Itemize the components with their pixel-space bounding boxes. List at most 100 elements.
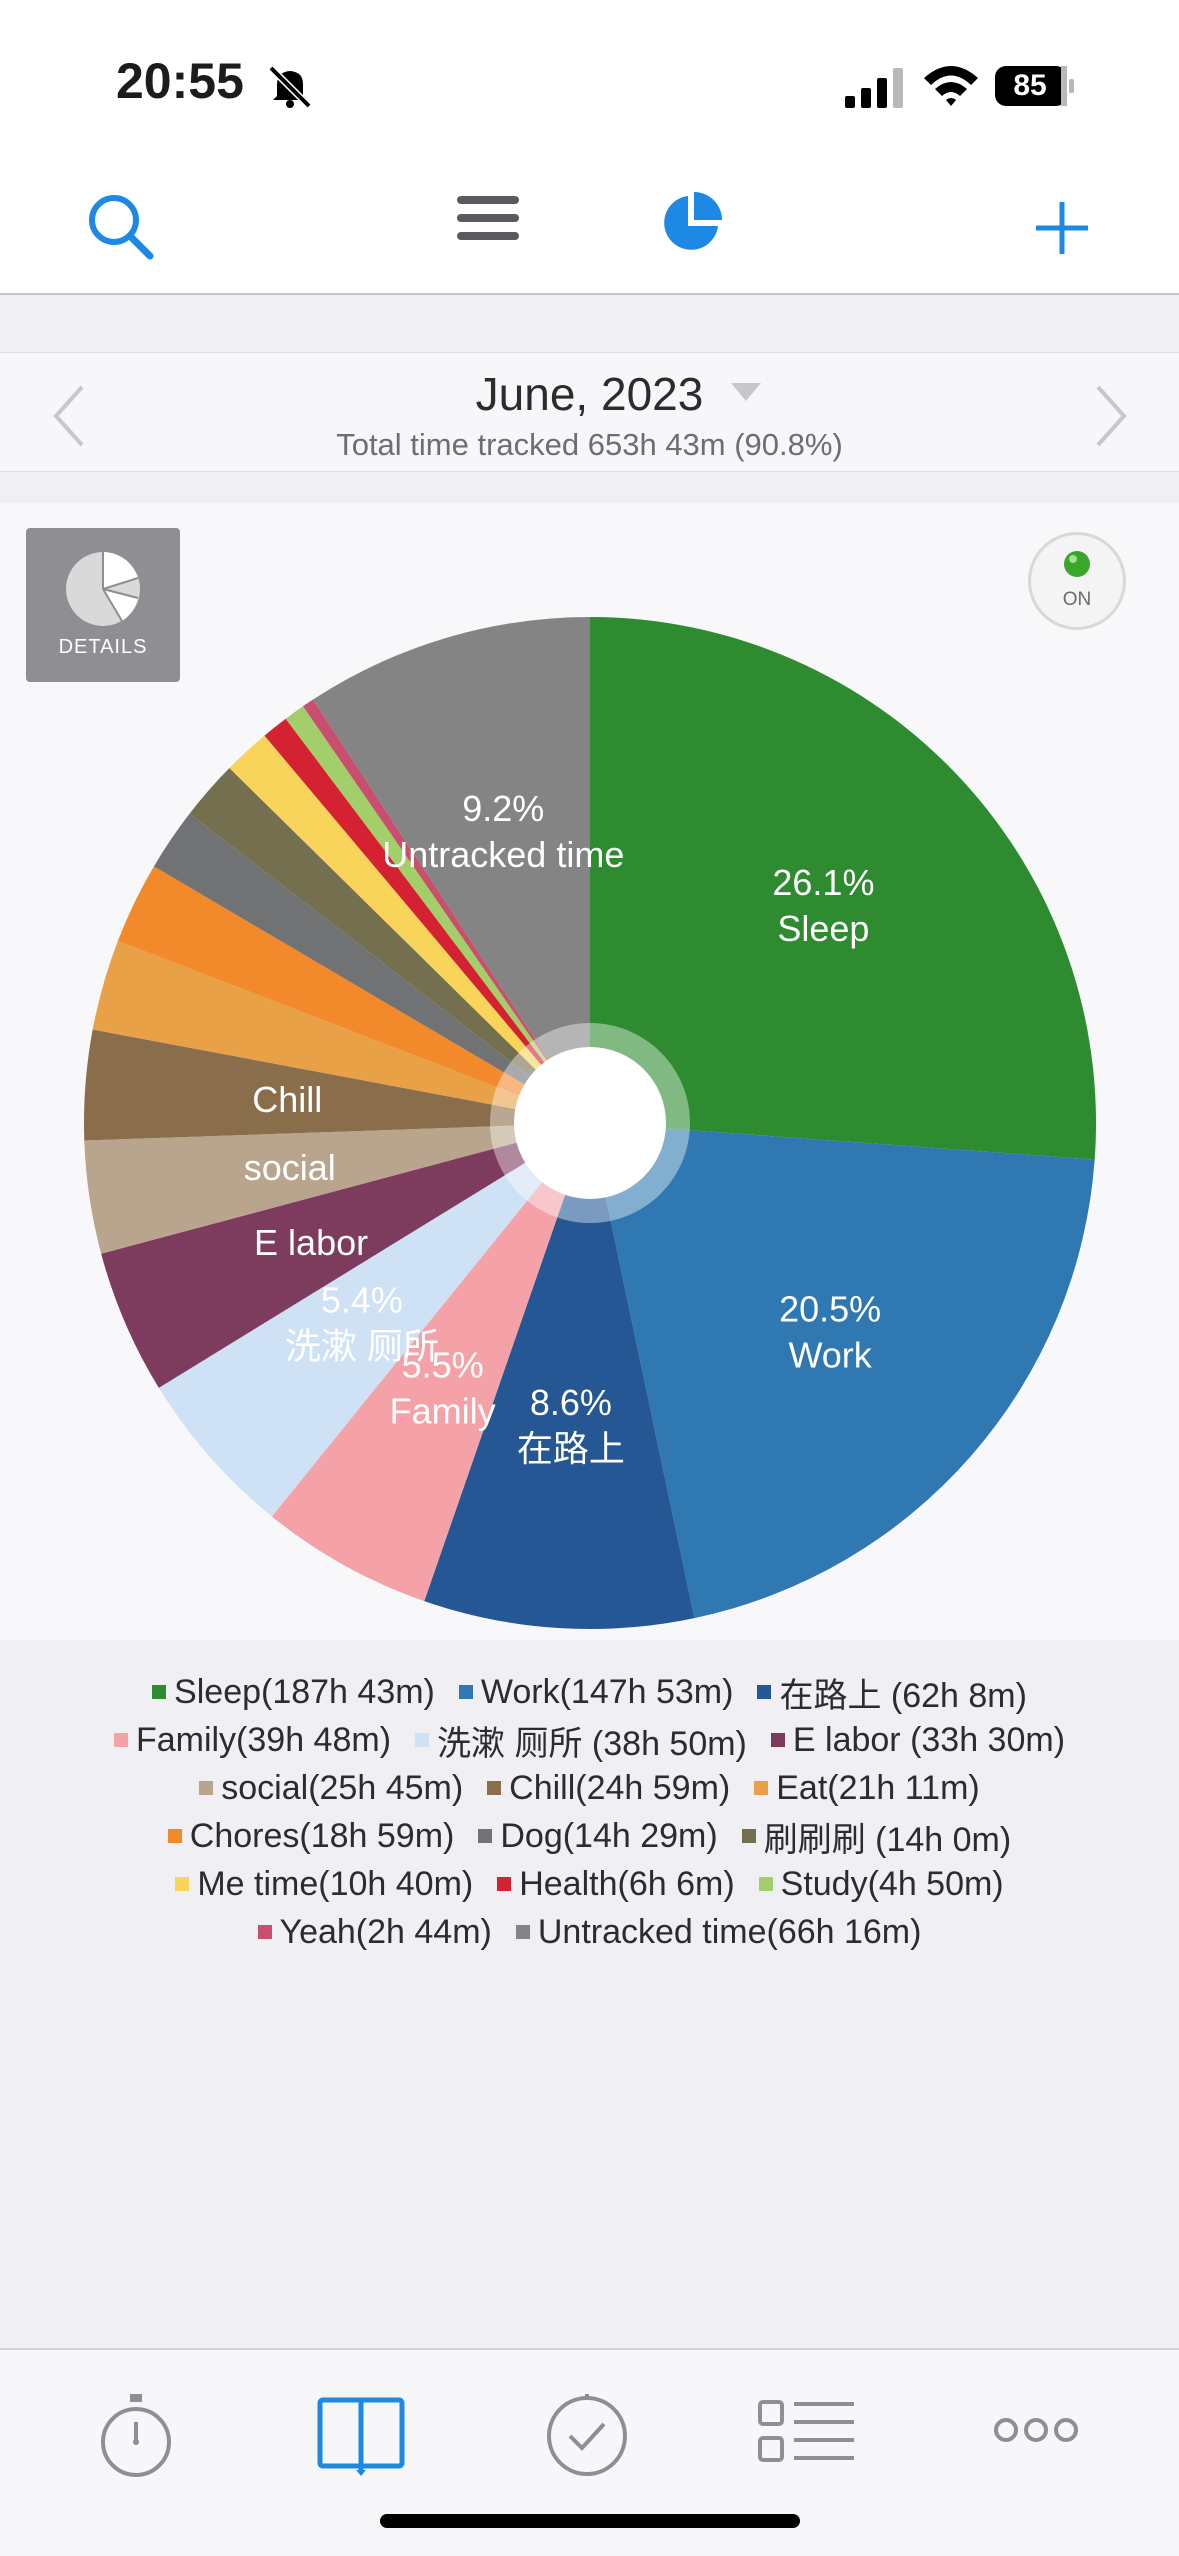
battery-level: 85 xyxy=(1013,69,1047,102)
legend-swatch xyxy=(415,1733,430,1747)
chevron-down-icon[interactable] xyxy=(729,381,763,403)
legend-swatch xyxy=(770,1733,785,1747)
legend-label: Chores(18h 59m) xyxy=(189,1816,455,1855)
legend-item: Family(39h 48m) xyxy=(113,1721,391,1760)
stopwatch-icon[interactable] xyxy=(98,2390,174,2480)
legend-item: 洗漱 厕所 (38h 50m) xyxy=(415,1716,747,1765)
legend-label: 刷刷刷 (14h 0m) xyxy=(763,1820,1012,1859)
pie-slice-6[interactable] xyxy=(84,1123,591,1254)
legend-item: Yeah(2h 44m) xyxy=(257,1913,492,1952)
legend-label: Work(147h 53m) xyxy=(480,1672,734,1711)
pie-label-1: 20.5% Work xyxy=(779,1289,881,1376)
green-dot-icon xyxy=(1064,551,1090,577)
pie-details-icon xyxy=(66,552,140,626)
legend-swatch xyxy=(152,1685,167,1699)
pie-slice-1[interactable] xyxy=(590,1123,1095,1619)
pie-slice-4[interactable] xyxy=(158,1123,590,1517)
legend-label: Untracked time(66h 16m) xyxy=(537,1912,922,1951)
wifi-icon xyxy=(924,66,978,106)
pie-slice-15[interactable] xyxy=(302,699,590,1123)
legend-label: 在路上 (62h 8m) xyxy=(779,1676,1027,1715)
pie-label-0: 26.1% Sleep xyxy=(772,862,874,949)
cellular-signal-icon xyxy=(845,68,903,108)
pie-slice-8[interactable] xyxy=(92,940,590,1123)
legend-swatch xyxy=(478,1829,493,1843)
legend-item: Work(147h 53m) xyxy=(458,1672,734,1712)
pie-slice-9[interactable] xyxy=(117,866,590,1123)
pie-slice-16[interactable] xyxy=(313,617,590,1123)
legend-label: Study(4h 50m) xyxy=(780,1864,1004,1903)
search-icon[interactable] xyxy=(84,190,156,262)
pie-slice-14[interactable] xyxy=(285,706,590,1123)
bell-slash-icon xyxy=(268,65,312,108)
status-bar: 20:55 85 xyxy=(0,0,1179,150)
legend-label: Eat(21h 11m) xyxy=(776,1768,980,1807)
pie-label-2: 8.6%在路上 xyxy=(517,1382,625,1469)
pie-label-6: social xyxy=(244,1147,336,1188)
navigation-bar xyxy=(0,150,1179,295)
legend-swatch xyxy=(458,1685,473,1699)
add-icon[interactable] xyxy=(1034,200,1090,256)
legend-label: E labor (33h 30m) xyxy=(792,1720,1066,1759)
list-icon[interactable] xyxy=(756,2390,856,2480)
legend-label: Dog(14h 29m) xyxy=(500,1816,718,1855)
on-label: ON xyxy=(1062,589,1092,610)
legend-item: social(25h 45m) xyxy=(199,1769,463,1808)
pie-label-4: 5.4%洗漱 厕所 xyxy=(285,1279,439,1366)
menu-icon[interactable] xyxy=(455,194,521,244)
previous-month-icon[interactable] xyxy=(46,381,92,451)
legend-item: 刷刷刷 (14h 0m) xyxy=(741,1812,1012,1861)
legend-item: Health(6h 6m) xyxy=(497,1864,735,1904)
legend-swatch xyxy=(497,1877,512,1891)
legend-row: Yeah(2h 44m) Untracked time(66h 16m) xyxy=(0,1908,1179,1956)
pie-slice-10[interactable] xyxy=(153,813,590,1123)
more-icon[interactable] xyxy=(994,2390,1078,2480)
legend-item: 在路上 (62h 8m) xyxy=(757,1668,1027,1717)
legend-swatch xyxy=(757,1685,772,1699)
legend-swatch xyxy=(113,1733,128,1747)
legend-row: Chores(18h 59m) Dog(14h 29m) 刷刷刷 (14h 0m) xyxy=(0,1812,1179,1860)
pie-slice-0[interactable] xyxy=(590,617,1096,1160)
legend-item: Untracked time(66h 16m) xyxy=(515,1912,922,1952)
legend-label: social(25h 45m) xyxy=(221,1768,464,1807)
legend-item: Dog(14h 29m) xyxy=(478,1816,718,1856)
pie-chart-icon[interactable] xyxy=(658,190,724,256)
legend-item: Sleep(187h 43m) xyxy=(152,1673,435,1712)
battery-icon xyxy=(995,66,1074,106)
pie-label-7: Chill xyxy=(252,1079,322,1120)
legend-label: Me time(10h 40m) xyxy=(197,1864,474,1903)
legend-item: E labor (33h 30m) xyxy=(770,1720,1066,1760)
legend-item: Chill(24h 59m) xyxy=(487,1769,730,1808)
pie-slice-12[interactable] xyxy=(229,735,590,1123)
legend-row: Me time(10h 40m) Health(6h 6m) Study(4h 50… xyxy=(0,1860,1179,1908)
legend-label: Health(6h 6m) xyxy=(519,1864,735,1903)
pie-slice-11[interactable] xyxy=(189,768,590,1123)
chart-legend: Sleep(187h 43m) Work(147h 53m) 在路上 (62h 8m… xyxy=(0,1668,1179,1956)
legend-swatch xyxy=(175,1877,190,1891)
pie-slice-13[interactable] xyxy=(264,718,590,1123)
clock-check-icon[interactable] xyxy=(544,2390,630,2480)
month-title[interactable]: June, 2023 xyxy=(475,368,704,420)
legend-label: Sleep(187h 43m) xyxy=(174,1672,435,1711)
legend-swatch xyxy=(199,1781,214,1795)
legend-item: Chores(18h 59m) xyxy=(167,1816,455,1856)
pie-slice-2[interactable] xyxy=(424,1123,695,1629)
legend-item: Eat(21h 11m) xyxy=(754,1768,980,1808)
total-tracked: Total time tracked 653h 43m (90.8%) xyxy=(336,427,843,462)
details-label: DETAILS xyxy=(58,636,148,658)
on-toggle[interactable]: ON xyxy=(1028,532,1126,630)
legend-swatch xyxy=(741,1829,756,1843)
legend-item: Me time(10h 40m) xyxy=(175,1865,473,1904)
pie-slice-7[interactable] xyxy=(84,1029,590,1141)
legend-swatch xyxy=(515,1925,530,1939)
next-month-icon[interactable] xyxy=(1088,381,1134,451)
pie-slice-3[interactable] xyxy=(271,1123,590,1602)
pie-slice-5[interactable] xyxy=(101,1123,591,1388)
legend-swatch xyxy=(167,1829,182,1843)
legend-row: social(25h 45m) Chill(24h 59m) Eat(21h 11m… xyxy=(0,1764,1179,1812)
book-icon[interactable] xyxy=(316,2390,406,2480)
details-button[interactable]: DETAILS xyxy=(26,528,180,682)
legend-swatch xyxy=(257,1925,272,1939)
